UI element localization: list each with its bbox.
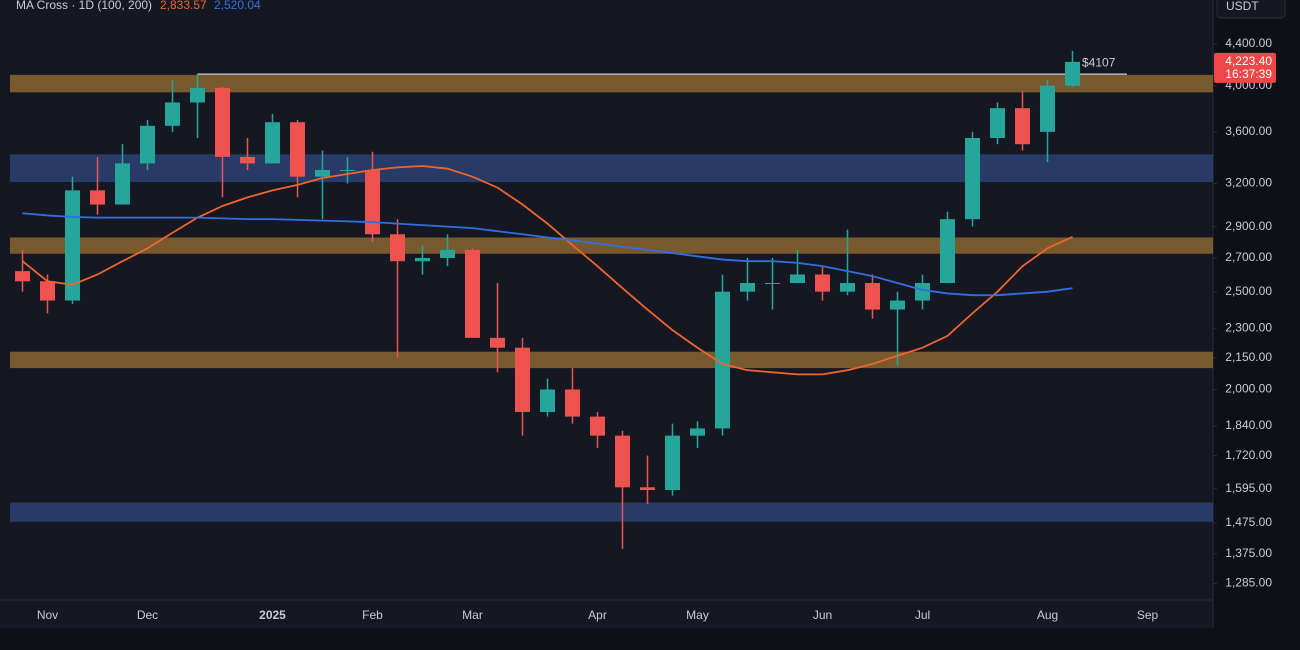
candle-body: [440, 249, 455, 258]
y-tick-label: 2,700.00: [1225, 250, 1272, 264]
candle-body: [965, 137, 980, 220]
candle-body: [115, 163, 130, 205]
ma200-value: 2,520.04: [214, 0, 261, 12]
zone: [10, 351, 1213, 369]
x-tick-label: Apr: [588, 608, 607, 622]
y-tick-label: 2,500.00: [1225, 284, 1272, 298]
ma100-value: 2,833.57: [160, 0, 207, 12]
candle-body: [590, 416, 605, 436]
y-tick-label: 1,595.00: [1225, 481, 1272, 495]
candle-body: [615, 435, 630, 488]
candle-body: [340, 169, 355, 171]
candle-body: [915, 283, 930, 301]
y-tick-label: 2,150.00: [1225, 350, 1272, 364]
x-tick-label: Mar: [462, 608, 483, 622]
indicator-title: MA Cross · 1D (100, 200): [16, 0, 152, 12]
candle-body: [415, 257, 430, 262]
y-tick-label: 1,840.00: [1225, 418, 1272, 432]
moving-average: [22, 212, 1073, 297]
y-tick-label: 1,285.00: [1225, 576, 1272, 590]
candle-body: [90, 190, 105, 205]
candle-body: [190, 87, 205, 103]
y-tick-label: 2,000.00: [1225, 382, 1272, 396]
countdown: 16:37:39: [1225, 67, 1272, 81]
zone: [10, 74, 1213, 93]
x-tick-label: Nov: [37, 608, 58, 622]
candle-body: [940, 219, 955, 284]
candle-body: [315, 169, 330, 177]
candle-body: [765, 283, 780, 285]
x-tick-label: Jun: [813, 608, 832, 622]
price-label: 4,223.40: [1225, 54, 1272, 68]
candle-body: [215, 87, 230, 157]
y-tick-label: 1,475.00: [1225, 515, 1272, 529]
candle-body: [390, 234, 405, 262]
candle-body: [565, 389, 580, 417]
candle-body: [240, 156, 255, 164]
candle-body: [140, 125, 155, 164]
candle-body: [365, 169, 380, 235]
candle-body: [1015, 108, 1030, 145]
x-tick-label: Sep: [1137, 608, 1159, 622]
candle-body: [990, 108, 1005, 138]
zone: [10, 502, 1213, 522]
x-tick-label: Aug: [1037, 608, 1058, 622]
candle-body: [890, 300, 905, 310]
candle-body: [865, 283, 880, 310]
y-tick-label: 3,600.00: [1225, 124, 1272, 138]
candle-body: [690, 428, 705, 436]
candle-body: [1065, 61, 1080, 86]
y-tick-label: 3,200.00: [1225, 176, 1272, 190]
y-tick-label: 2,300.00: [1225, 320, 1272, 334]
y-tick-label: 1,375.00: [1225, 546, 1272, 560]
currency: USDT: [1226, 0, 1259, 13]
candle-body: [265, 122, 280, 164]
candle-body: [665, 435, 680, 491]
candle-body: [15, 271, 30, 282]
y-tick-label: 1,720.00: [1225, 448, 1272, 462]
y-tick-label: 2,900.00: [1225, 219, 1272, 233]
candle-body: [40, 281, 55, 301]
candle-body: [465, 249, 480, 338]
candle-body: [815, 274, 830, 292]
x-tick-label: Feb: [362, 608, 383, 622]
x-tick-label: May: [686, 608, 709, 622]
currency-box[interactable]: [1216, 0, 1286, 19]
plot-area: [0, 0, 1213, 628]
price-label-box: [1214, 52, 1276, 83]
candle-body: [740, 283, 755, 292]
candle-body: [715, 291, 730, 429]
candle-body: [540, 389, 555, 412]
candle-body: [790, 274, 805, 284]
x-tick-label: 2025: [259, 608, 286, 622]
y-tick-label: 4,400.00: [1225, 36, 1272, 50]
zone: [10, 154, 1213, 183]
candle-body: [640, 487, 655, 491]
candle-body: [515, 347, 530, 412]
candle-body: [290, 122, 305, 177]
x-tick-label: Jul: [915, 608, 930, 622]
x-tick-label: Dec: [137, 608, 158, 622]
annotation-label: $4107: [1082, 55, 1116, 69]
candle-body: [840, 283, 855, 292]
candle-body: [165, 102, 180, 126]
candle-body: [490, 337, 505, 348]
candle-body: [1040, 85, 1055, 132]
